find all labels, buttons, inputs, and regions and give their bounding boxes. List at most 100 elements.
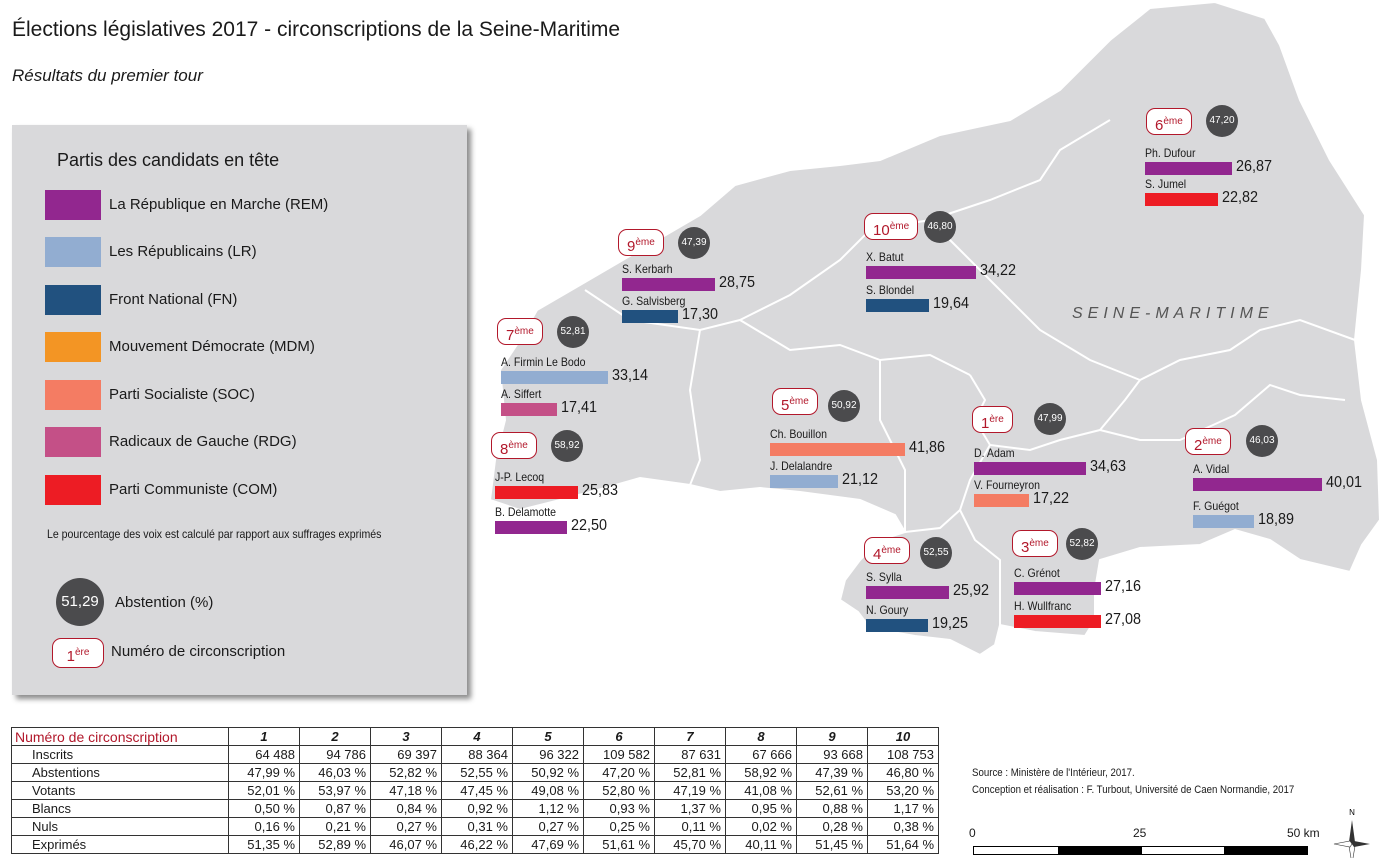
table-cell: 46,03 %: [299, 763, 371, 782]
table-cell: 1,37 %: [654, 799, 726, 818]
table-cell: 51,61 %: [583, 835, 655, 854]
circ-number: 3: [1021, 539, 1030, 556]
vote-percentage: 21,12: [842, 471, 879, 488]
table-cell: 47,99 %: [228, 763, 300, 782]
scale-segment: [973, 846, 1059, 855]
table-cell: 47,45 %: [441, 781, 513, 800]
table-cell: 47,69 %: [512, 835, 584, 854]
candidate-name: A. Siffert: [501, 387, 542, 401]
table-col-header: 5: [512, 727, 584, 746]
legend-swatch: [45, 332, 101, 362]
circ-number: 1: [981, 415, 990, 432]
circ-number-suffix: ère: [989, 414, 1004, 425]
abstention-circle: 47,20: [1206, 105, 1238, 137]
table-col-header: 4: [441, 727, 513, 746]
legend-title: Partis des candidats en tête: [57, 150, 280, 170]
table-row: Votants 52,01 % 53,97 % 47,18 % 47,45 % 49,08…: [11, 781, 939, 800]
vote-percentage: 28,75: [718, 274, 755, 291]
vote-percentage: 17,41: [561, 399, 598, 416]
circ-number-suffix: ème: [889, 221, 910, 232]
table-cell: 0,88 %: [796, 799, 868, 818]
legend-swatch: [45, 237, 101, 267]
table-cell: 52,55 %: [441, 763, 513, 782]
table-row: Abstentions 47,99 % 46,03 % 52,82 % 52,55 % 5…: [11, 763, 939, 782]
vote-bar: [1193, 478, 1322, 491]
row-label: Inscrits: [11, 745, 229, 764]
legend-swatch: [45, 475, 101, 505]
table-col-header: 2: [299, 727, 371, 746]
circonscription-number-badge: 5ème: [772, 388, 818, 415]
candidate-name: A. Firmin Le Bodo: [501, 355, 586, 369]
candidate-name: N. Goury: [866, 603, 909, 617]
abstention-circle: 46,03: [1246, 425, 1278, 457]
table-cell: 0,31 %: [441, 817, 513, 836]
circ-number: 4: [873, 546, 882, 563]
circ-sample-num: 1: [66, 648, 75, 665]
table-header-row: Numéro de circonscription 1 2 3 4 5 6 7 …: [11, 727, 939, 746]
table-col-header: 1: [228, 727, 300, 746]
vote-bar: [1014, 615, 1102, 628]
table-cell: 47,18 %: [370, 781, 442, 800]
table-cell: 52,01 %: [228, 781, 300, 800]
table-cell: 0,16 %: [228, 817, 300, 836]
circonscription-number-badge: 8ème: [491, 432, 537, 459]
table-cell: 108 753: [867, 745, 939, 764]
circ-number: 10: [873, 222, 890, 239]
table-row: Nuls 0,16 % 0,21 % 0,27 % 0,31 % 0,27 % 0,25 %…: [11, 817, 939, 836]
vote-percentage: 19,25: [931, 615, 969, 632]
circ-number-suffix: ème: [789, 396, 809, 407]
vote-bar: [866, 266, 977, 279]
circ-number-suffix: ème: [1163, 116, 1183, 127]
table-row: Blancs 0,50 % 0,87 % 0,84 % 0,92 % 1,12 % 0,93…: [11, 799, 939, 818]
vote-bar: [501, 371, 608, 384]
legend-label: Radicaux de Gauche (RDG): [109, 433, 297, 450]
table-cell: 49,08 %: [512, 781, 584, 800]
table-cell: 52,61 %: [796, 781, 868, 800]
table-cell: 47,19 %: [654, 781, 726, 800]
vote-percentage: 19,64: [933, 295, 970, 312]
circ-number-suffix: ème: [1029, 538, 1049, 549]
vote-percentage: 17,30: [681, 306, 718, 323]
table-cell: 52,82 %: [370, 763, 442, 782]
vote-bar: [866, 586, 950, 599]
table-cell: 45,70 %: [654, 835, 726, 854]
table-cell: 0,87 %: [299, 799, 371, 818]
table-row: Inscrits 64 488 94 786 69 397 88 364 96 322 10…: [11, 745, 939, 764]
circonscription-symbol: 1ère: [52, 638, 104, 668]
vote-percentage: 26,87: [1235, 158, 1272, 175]
statistics-table: Numéro de circonscription 1 2 3 4 5 6 7 …: [11, 727, 939, 854]
table-cell: 52,81 %: [654, 763, 726, 782]
vote-bar: [622, 278, 715, 291]
vote-bar: [1145, 162, 1232, 175]
vote-percentage: 34,63: [1089, 458, 1126, 475]
circ-number-suffix: ème: [1202, 436, 1222, 447]
table-cell: 0,93 %: [583, 799, 655, 818]
table-cell: 46,22 %: [441, 835, 513, 854]
legend-label: Mouvement Démocrate (MDM): [109, 338, 315, 355]
circ-number: 6: [1155, 117, 1164, 134]
vote-bar: [770, 475, 838, 488]
vote-bar: [1014, 582, 1102, 595]
circ-number: 5: [781, 397, 790, 414]
row-label: Abstentions: [11, 763, 229, 782]
vote-percentage: 34,22: [980, 262, 1017, 279]
vote-percentage: 25,92: [953, 582, 990, 599]
region-label: SEINE-MARITIME: [1072, 305, 1274, 322]
scale-label-50: 50 km: [1287, 826, 1320, 840]
candidate-name: C. Grénot: [1014, 566, 1060, 580]
table-cell: 96 322: [512, 745, 584, 764]
table-cell: 88 364: [441, 745, 513, 764]
legend-label: Parti Communiste (COM): [109, 481, 278, 498]
scale-label-25: 25: [1133, 826, 1147, 840]
circ-number-suffix: ème: [881, 545, 901, 556]
table-cell: 69 397: [370, 745, 442, 764]
table-cell: 40,11 %: [725, 835, 797, 854]
vote-percentage: 27,08: [1105, 611, 1142, 628]
row-label: Votants: [11, 781, 229, 800]
table-cell: 94 786: [299, 745, 371, 764]
table-cell: 50,92 %: [512, 763, 584, 782]
table-cell: 0,92 %: [441, 799, 513, 818]
vote-percentage: 41,86: [908, 439, 945, 456]
table-cell: 53,97 %: [299, 781, 371, 800]
circ-number: 7: [506, 327, 515, 344]
